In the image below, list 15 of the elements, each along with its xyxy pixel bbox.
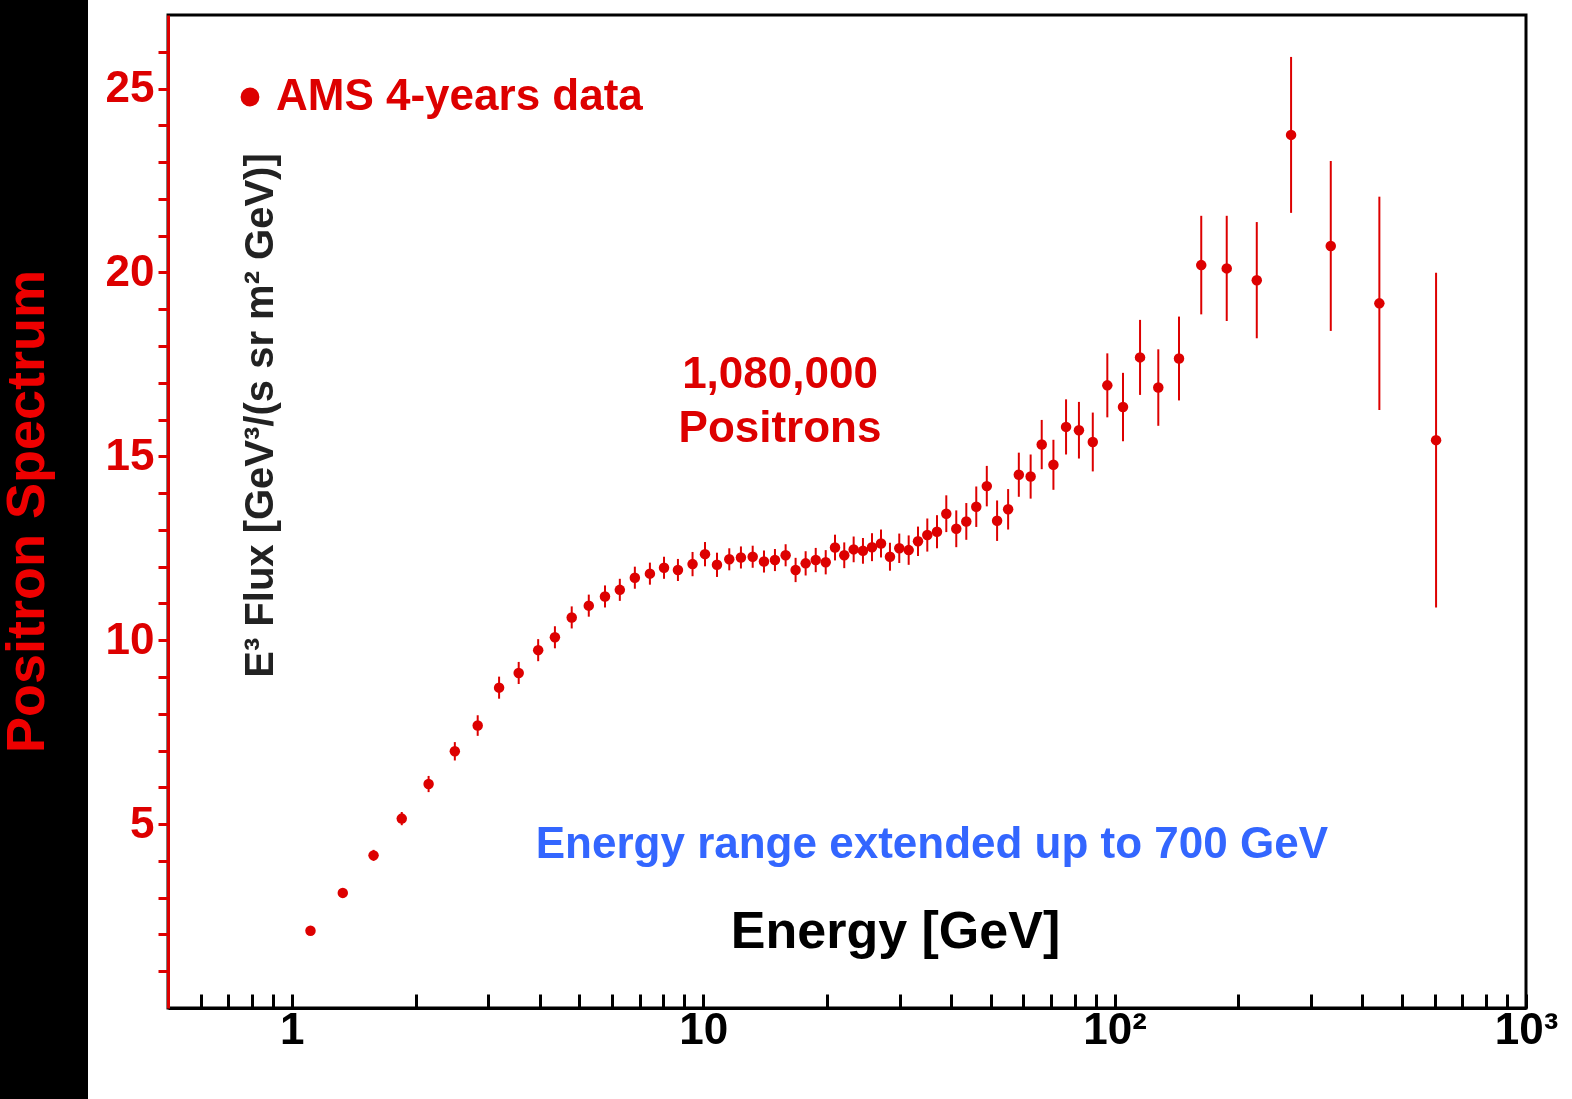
text: Positron Spectrum <box>0 269 56 754</box>
x-tick-label: 10 <box>679 1003 729 1053</box>
x-axis-title: Energy [GeV] <box>730 900 1061 959</box>
y-tick-label: 15 <box>105 429 155 479</box>
y-tick-label: 5 <box>130 797 155 847</box>
annotation: 1,080,000 Positrons <box>678 348 882 451</box>
y-tick-label: 20 <box>105 245 155 295</box>
annotation: Energy range extended up to 700 GeV <box>535 818 1329 867</box>
y-axis-title: E³ Flux [GeV³/(s sr m² GeV)] <box>236 153 281 678</box>
x-tick-label: 10³ <box>1494 1003 1559 1053</box>
y-tick-label: 10 <box>105 613 155 663</box>
legend-label: AMS 4-years data <box>276 70 644 119</box>
x-tick-label: 1 <box>280 1003 305 1053</box>
y-tick-label: 25 <box>105 62 155 112</box>
x-tick-label: 10² <box>1083 1003 1147 1053</box>
